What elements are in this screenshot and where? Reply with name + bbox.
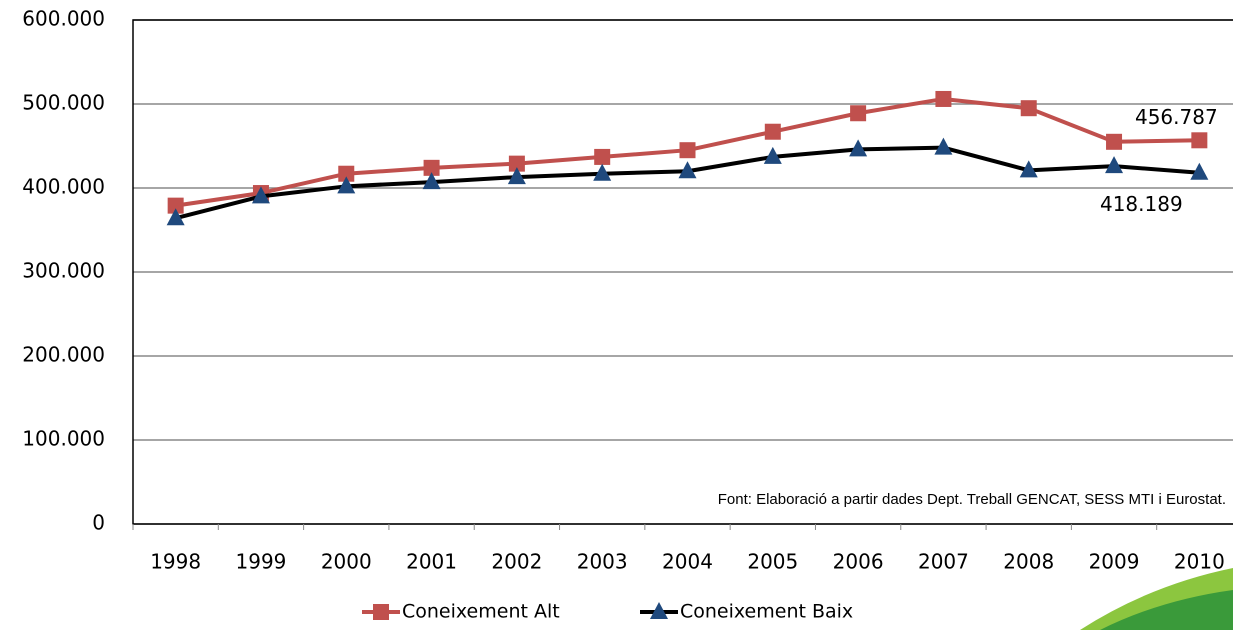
point-marker — [1021, 100, 1037, 116]
y-tick-label: 300.000 — [22, 259, 105, 283]
series-line — [176, 148, 1200, 219]
point-marker — [850, 105, 866, 121]
x-tick-label: 2007 — [918, 550, 969, 574]
x-tick-label: 2002 — [491, 550, 542, 574]
point-marker — [373, 604, 389, 620]
point-marker — [1106, 134, 1122, 150]
point-marker — [594, 149, 610, 165]
point-marker — [935, 91, 951, 107]
x-tick-label: 2006 — [833, 550, 884, 574]
chart: Font: Elaboració a partir dades Dept. Tr… — [0, 0, 1233, 630]
source-note: Font: Elaboració a partir dades Dept. Tr… — [718, 491, 1226, 508]
legend-label: Coneixement Baix — [680, 601, 853, 623]
y-tick-label: 200.000 — [22, 343, 105, 367]
y-tick-label: 400.000 — [22, 175, 105, 199]
legend-label: Coneixement Alt — [402, 601, 560, 623]
y-tick-label: 500.000 — [22, 91, 105, 115]
y-tick-label: 600.000 — [22, 7, 105, 31]
x-tick-label: 2000 — [321, 550, 372, 574]
x-tick-label: 1999 — [236, 550, 287, 574]
x-tick-label: 2009 — [1089, 550, 1140, 574]
point-marker — [1191, 132, 1207, 148]
point-marker — [680, 142, 696, 158]
x-tick-label: 2004 — [662, 550, 713, 574]
data-label: 456.787 — [1135, 105, 1218, 129]
y-tick-label: 100.000 — [22, 427, 105, 451]
x-tick-label: 2001 — [406, 550, 457, 574]
data-label: 418.189 — [1100, 192, 1183, 216]
x-tick-label: 2005 — [747, 550, 798, 574]
x-tick-label: 2008 — [1003, 550, 1054, 574]
x-tick-label: 1998 — [150, 550, 201, 574]
point-marker — [765, 124, 781, 140]
y-tick-label: 0 — [92, 511, 105, 535]
x-tick-label: 2003 — [577, 550, 628, 574]
x-tick-label: 2010 — [1174, 550, 1225, 574]
